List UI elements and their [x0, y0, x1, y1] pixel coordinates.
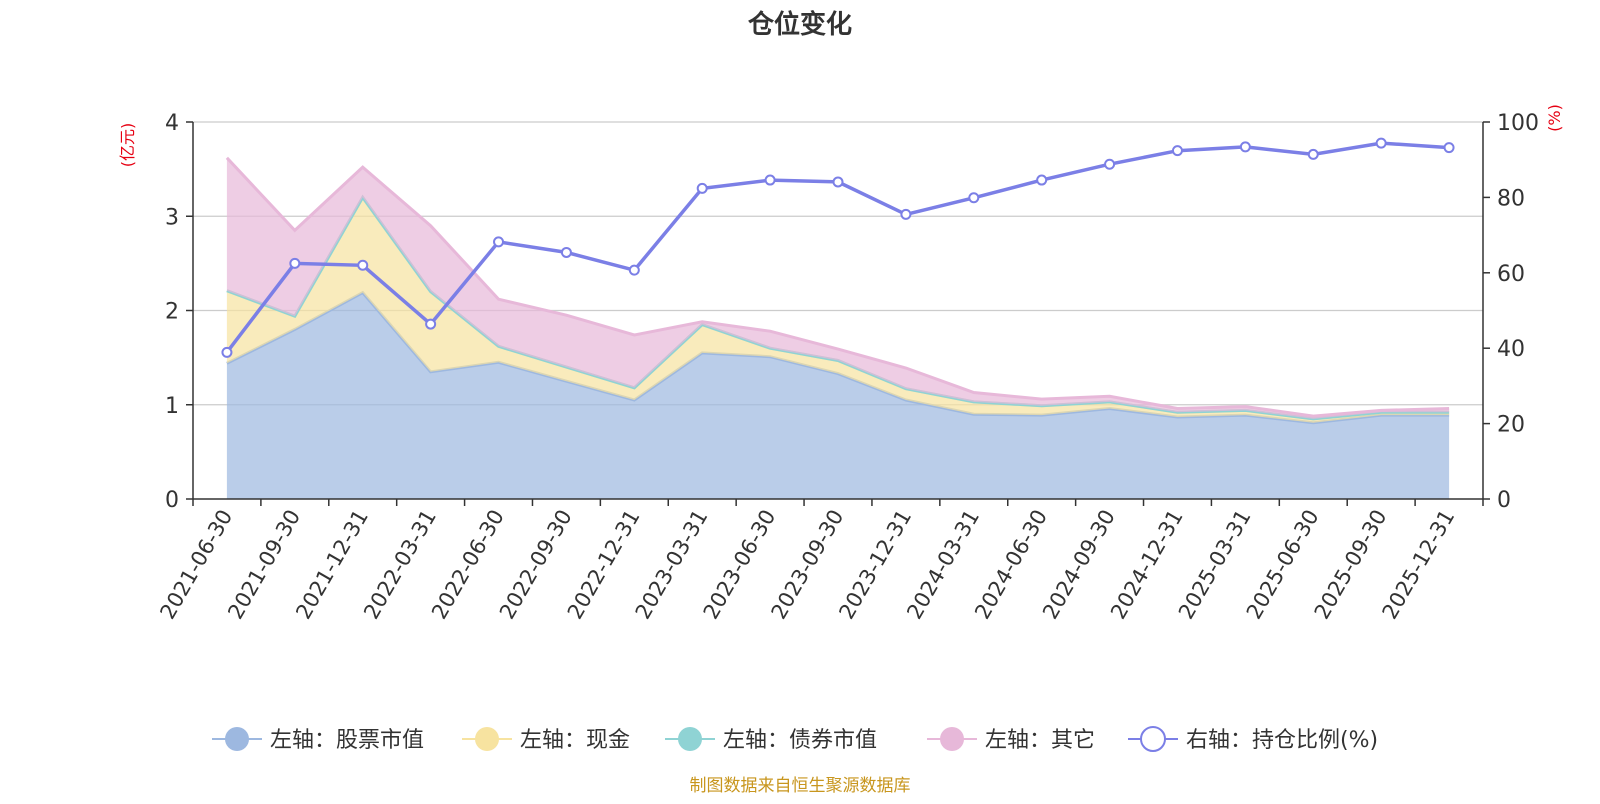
x-tick-label: 2021-12-31	[291, 506, 373, 624]
right-tick-label: 80	[1497, 186, 1525, 211]
legend-marker	[475, 727, 499, 751]
left-tick-label: 4	[165, 111, 179, 136]
x-tick-label: 2022-06-30	[427, 506, 509, 624]
chart-title: 仓位变化	[747, 9, 852, 40]
x-tick-label: 2023-03-31	[631, 506, 713, 624]
right-tick-label: 60	[1497, 262, 1525, 287]
x-tick-label: 2024-12-31	[1106, 506, 1188, 624]
legend-marker	[225, 727, 249, 751]
legend-marker	[678, 727, 702, 751]
ratio-point	[357, 259, 369, 271]
ratio-point	[900, 208, 912, 220]
area-edge-series-3	[225, 156, 1450, 418]
x-tick-label: 2025-09-30	[1310, 506, 1392, 624]
area-series-0	[226, 292, 1450, 499]
legend-label: 左轴：其它	[985, 728, 1095, 753]
left-axis-unit: (亿元)	[118, 123, 137, 168]
ratio-point	[628, 264, 640, 276]
ratio-point	[1239, 141, 1251, 153]
left-tick-label: 3	[165, 205, 179, 230]
right-tick-label: 20	[1497, 413, 1525, 438]
legend-marker	[940, 727, 964, 751]
ratio-point	[1104, 158, 1116, 170]
x-tick-label: 2025-03-31	[1174, 506, 1256, 624]
x-tick-label: 2022-12-31	[563, 506, 645, 624]
ratio-point	[832, 176, 844, 188]
ratio-point	[560, 246, 572, 258]
ratio-point	[1443, 142, 1455, 154]
right-tick-label: 100	[1497, 111, 1539, 136]
x-tick-label: 2023-09-30	[767, 506, 849, 624]
x-tick-label: 2022-03-31	[359, 506, 441, 624]
ratio-point	[764, 174, 776, 186]
x-tick-label: 2025-12-31	[1378, 506, 1460, 624]
left-tick-label: 0	[165, 488, 179, 513]
ratio-point	[289, 257, 301, 269]
left-tick-label: 1	[165, 394, 179, 419]
legend-label: 右轴：持仓比例(%)	[1186, 728, 1378, 753]
x-tick-label: 2024-06-30	[970, 506, 1052, 624]
legend-marker	[1140, 726, 1166, 752]
x-tick-label: 2025-06-30	[1242, 506, 1324, 624]
ratio-point	[968, 192, 980, 204]
stacked-areas	[225, 156, 1450, 499]
area-series-1	[226, 197, 1450, 423]
ratio-point	[493, 236, 505, 248]
ratio-line-layer	[221, 137, 1455, 358]
area-series-3	[226, 157, 1450, 419]
ratio-point	[696, 182, 708, 194]
legend-label: 左轴：债券市值	[723, 728, 877, 753]
ratio-point	[1375, 137, 1387, 149]
right-tick-label: 40	[1497, 337, 1525, 362]
right-tick-label: 0	[1497, 488, 1511, 513]
right-axis-unit: (%)	[1545, 104, 1564, 132]
x-tick-label: 2023-06-30	[699, 506, 781, 624]
x-tick-label: 2021-06-30	[155, 506, 237, 624]
ratio-point	[1307, 148, 1319, 160]
ratio-point	[1036, 174, 1048, 186]
x-tick-label: 2024-09-30	[1038, 506, 1120, 624]
x-tick-label: 2022-09-30	[495, 506, 577, 624]
left-tick-label: 2	[165, 300, 179, 325]
ratio-point	[1171, 145, 1183, 157]
ratio-point	[425, 318, 437, 330]
ratio-point	[221, 346, 233, 358]
data-source-note: 制图数据来自恒生聚源数据库	[690, 776, 911, 796]
legend-label: 左轴：现金	[520, 728, 630, 753]
legend: 左轴：股票市值 左轴：现金 左轴：债券市值 左轴：其它 右轴：持仓比例(%)	[212, 726, 1378, 753]
x-tick-label: 2023-12-31	[834, 506, 916, 624]
x-tick-label: 2024-03-31	[902, 506, 984, 624]
legend-label: 左轴：股票市值	[270, 728, 424, 753]
x-tick-label: 2021-09-30	[223, 506, 305, 624]
